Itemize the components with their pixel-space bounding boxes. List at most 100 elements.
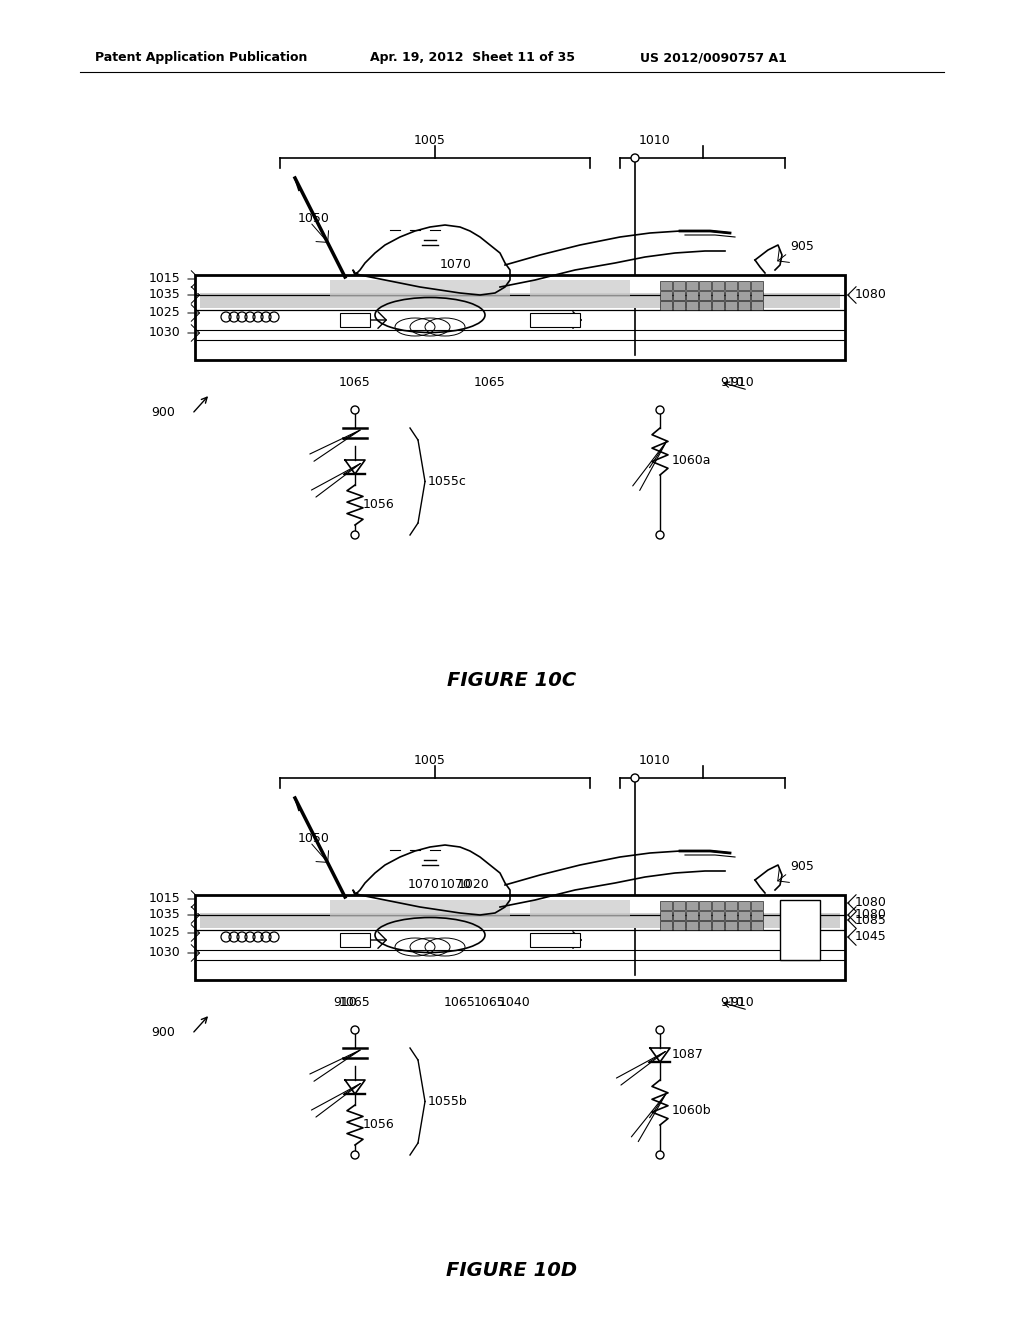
Text: 1070: 1070 bbox=[440, 259, 472, 272]
Text: 1070: 1070 bbox=[409, 879, 440, 891]
Bar bbox=[712, 281, 724, 290]
Bar bbox=[686, 290, 698, 300]
Bar bbox=[780, 900, 820, 960]
Text: 1005: 1005 bbox=[414, 754, 445, 767]
Bar bbox=[660, 911, 672, 920]
Bar bbox=[725, 281, 737, 290]
Text: 900: 900 bbox=[152, 1026, 175, 1039]
Text: 1080: 1080 bbox=[855, 908, 887, 921]
Bar bbox=[712, 301, 724, 310]
Bar bbox=[712, 921, 724, 931]
Text: 1060a: 1060a bbox=[672, 454, 712, 466]
Text: 1030: 1030 bbox=[148, 946, 180, 960]
Bar bbox=[673, 301, 685, 310]
Text: 905: 905 bbox=[790, 861, 814, 874]
Bar bbox=[530, 900, 630, 916]
Bar bbox=[751, 902, 763, 909]
Bar bbox=[751, 921, 763, 931]
Bar bbox=[660, 290, 672, 300]
Bar bbox=[195, 895, 845, 913]
Text: 910: 910 bbox=[333, 995, 357, 1008]
Text: 1050: 1050 bbox=[298, 211, 330, 224]
Text: 1045: 1045 bbox=[855, 931, 887, 944]
Bar bbox=[530, 280, 630, 296]
Bar bbox=[200, 280, 840, 308]
Text: 905: 905 bbox=[790, 240, 814, 253]
Bar bbox=[195, 275, 845, 360]
Bar bbox=[686, 281, 698, 290]
Text: Patent Application Publication: Patent Application Publication bbox=[95, 51, 307, 65]
Bar bbox=[712, 290, 724, 300]
Text: 910: 910 bbox=[730, 375, 754, 388]
Bar bbox=[725, 301, 737, 310]
Bar bbox=[686, 902, 698, 909]
Text: US 2012/0090757 A1: US 2012/0090757 A1 bbox=[640, 51, 786, 65]
Bar bbox=[530, 933, 580, 946]
Bar bbox=[699, 911, 711, 920]
Bar bbox=[673, 921, 685, 931]
Bar bbox=[660, 902, 672, 909]
Text: 1065: 1065 bbox=[474, 995, 506, 1008]
Circle shape bbox=[631, 774, 639, 781]
Text: 910: 910 bbox=[720, 375, 743, 388]
Bar bbox=[686, 911, 698, 920]
Bar bbox=[686, 301, 698, 310]
Bar bbox=[699, 921, 711, 931]
Bar bbox=[330, 280, 510, 296]
Circle shape bbox=[351, 407, 359, 414]
Bar bbox=[738, 911, 750, 920]
Text: 910: 910 bbox=[730, 995, 754, 1008]
Text: Apr. 19, 2012  Sheet 11 of 35: Apr. 19, 2012 Sheet 11 of 35 bbox=[370, 51, 575, 65]
Bar bbox=[200, 900, 840, 928]
Bar bbox=[340, 933, 370, 946]
Text: 1030: 1030 bbox=[148, 326, 180, 339]
Bar bbox=[699, 902, 711, 909]
Text: 1025: 1025 bbox=[148, 306, 180, 319]
Bar bbox=[673, 281, 685, 290]
Circle shape bbox=[631, 154, 639, 162]
Bar bbox=[699, 281, 711, 290]
Text: 1035: 1035 bbox=[148, 289, 180, 301]
Circle shape bbox=[656, 531, 664, 539]
Bar bbox=[673, 911, 685, 920]
Text: 900: 900 bbox=[152, 405, 175, 418]
Circle shape bbox=[351, 1026, 359, 1034]
Bar bbox=[738, 921, 750, 931]
Bar bbox=[340, 313, 370, 327]
Text: 910: 910 bbox=[720, 995, 743, 1008]
Text: 1015: 1015 bbox=[148, 272, 180, 285]
Text: 1035: 1035 bbox=[148, 908, 180, 921]
Text: FIGURE 10D: FIGURE 10D bbox=[446, 1261, 578, 1279]
Text: 1055b: 1055b bbox=[428, 1096, 468, 1107]
Text: 1087: 1087 bbox=[672, 1048, 703, 1061]
Circle shape bbox=[656, 407, 664, 414]
Text: 1040: 1040 bbox=[499, 995, 530, 1008]
Text: 1065: 1065 bbox=[339, 375, 371, 388]
Bar bbox=[660, 921, 672, 931]
Bar bbox=[712, 911, 724, 920]
Bar bbox=[751, 301, 763, 310]
Text: 1050: 1050 bbox=[298, 832, 330, 845]
Bar bbox=[751, 281, 763, 290]
Bar bbox=[725, 290, 737, 300]
Text: 1070: 1070 bbox=[440, 879, 472, 891]
Text: 1056: 1056 bbox=[362, 499, 394, 511]
Text: 1085: 1085 bbox=[855, 913, 887, 927]
Bar bbox=[330, 900, 510, 916]
Bar bbox=[725, 902, 737, 909]
Text: 1015: 1015 bbox=[148, 892, 180, 906]
Text: 1005: 1005 bbox=[414, 133, 445, 147]
Text: 1065: 1065 bbox=[474, 375, 506, 388]
Bar bbox=[751, 290, 763, 300]
Text: 1020: 1020 bbox=[458, 879, 489, 891]
Bar bbox=[738, 902, 750, 909]
Text: 1055c: 1055c bbox=[428, 475, 467, 488]
Circle shape bbox=[351, 1151, 359, 1159]
Text: FIGURE 10C: FIGURE 10C bbox=[447, 671, 577, 689]
Bar bbox=[725, 911, 737, 920]
Text: 1056: 1056 bbox=[362, 1118, 394, 1131]
Text: 1010: 1010 bbox=[639, 133, 671, 147]
Circle shape bbox=[656, 1151, 664, 1159]
Bar bbox=[712, 902, 724, 909]
Bar bbox=[195, 275, 845, 293]
